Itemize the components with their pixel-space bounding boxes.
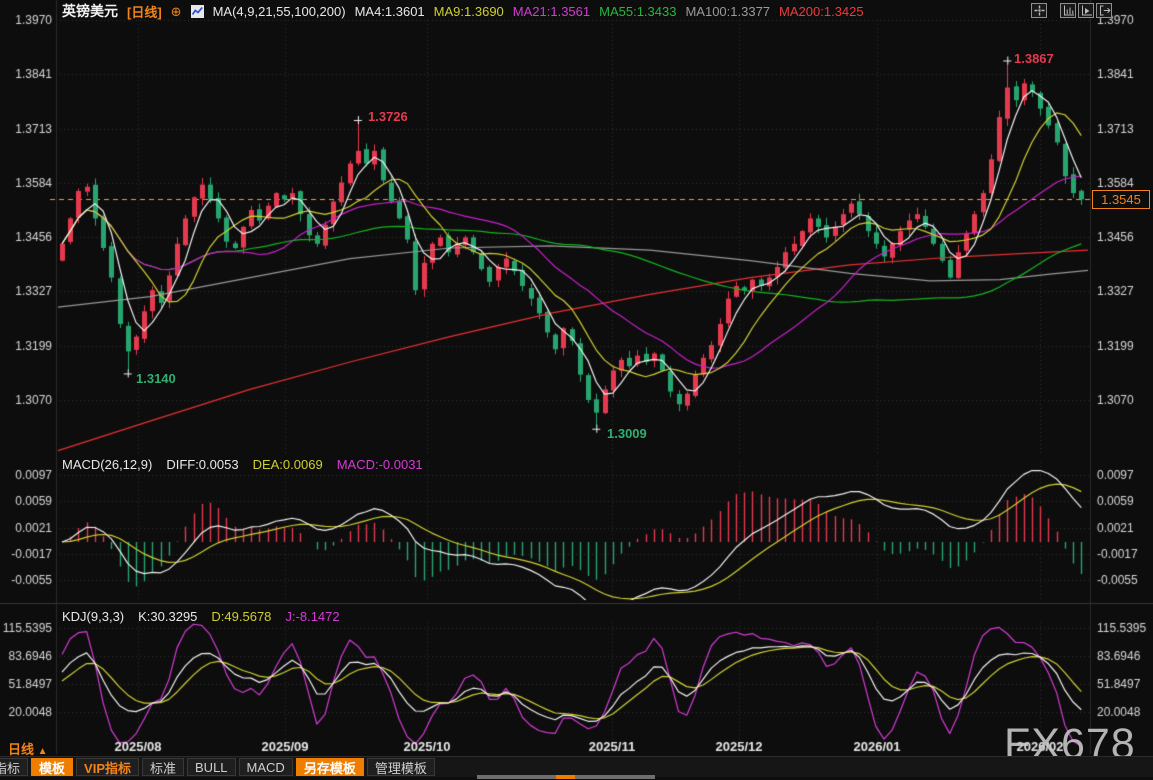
ma-group-label: MA(4,9,21,55,100,200) <box>212 3 346 19</box>
tab-manage-template[interactable]: 管理模板 <box>366 758 435 776</box>
kdj-header: KDJ(9,3,3) K:30.3295 D:49.5678 J:-8.1472 <box>62 609 340 624</box>
triangle-up-icon: ▲ <box>37 746 48 757</box>
scrollbar-notch <box>556 775 575 779</box>
low-price-annotation: 1.3009 <box>607 426 647 441</box>
tab-vip-indicator[interactable]: VIP指标 <box>76 758 139 776</box>
tab-template[interactable]: 模板 <box>31 758 74 776</box>
bottom-toolbar: 指标 模板 VIP指标 标准 BULL MACD 另存模板 管理模板 <box>0 756 1153 777</box>
period-label[interactable]: [日线] <box>127 4 162 20</box>
ma100-value: MA100:1.3377 <box>685 3 771 19</box>
current-price-tag: 1.3545 <box>1092 190 1150 209</box>
high-price-annotation: 1.3726 <box>368 109 408 124</box>
ma4-value: MA4:1.3601 <box>354 3 425 19</box>
axis-play-icon[interactable] <box>1078 3 1094 18</box>
macd-diff-value: DIFF:0.0053 <box>166 457 239 472</box>
chart-toolbar-icons <box>1031 3 1112 18</box>
macd-dea-value: DEA:0.0069 <box>252 457 323 472</box>
high-price-annotation: 1.3867 <box>1014 51 1054 66</box>
symbol-name: 英镑美元 <box>62 3 118 19</box>
macd-header: MACD(26,12,9) DIFF:0.0053 DEA:0.0069 MAC… <box>62 457 423 472</box>
plus-circle-icon[interactable]: ⊕ <box>170 3 182 19</box>
low-price-annotation: 1.3140 <box>136 371 176 386</box>
line-chart-icon[interactable] <box>190 4 204 18</box>
tab-save-template[interactable]: 另存模板 <box>295 758 364 776</box>
period-selector-label: 日线 <box>8 742 35 757</box>
ma9-value: MA9:1.3690 <box>433 3 504 19</box>
ma21-value: MA21:1.3561 <box>512 3 591 19</box>
period-selector[interactable]: 日线 ▲ <box>8 739 48 758</box>
ma55-value: MA55:1.3433 <box>599 3 677 19</box>
kdj-d-value: D:49.5678 <box>211 609 272 624</box>
tab-standard[interactable]: 标准 <box>142 758 185 776</box>
exit-chart-icon[interactable] <box>1096 3 1112 18</box>
kdj-k-value: K:30.3295 <box>138 609 198 624</box>
ma200-value: MA200:1.3425 <box>779 3 864 19</box>
horizontal-scrollbar-thumb[interactable] <box>477 775 655 779</box>
macd-hist-value: MACD:-0.0031 <box>336 457 423 472</box>
tab-macd[interactable]: MACD <box>238 758 293 776</box>
axis-scale-icon[interactable] <box>1060 3 1076 18</box>
chart-header: 英镑美元 [日线] ⊕ MA(4,9,21,55,100,200) MA4:1.… <box>62 2 864 20</box>
tab-bull[interactable]: BULL <box>187 758 236 776</box>
tab-indicator[interactable]: 指标 <box>0 758 29 776</box>
macd-title[interactable]: MACD(26,12,9) <box>62 457 153 472</box>
move-icon[interactable] <box>1031 3 1047 18</box>
kdj-j-value: J:-8.1472 <box>285 609 340 624</box>
kdj-title[interactable]: KDJ(9,3,3) <box>62 609 125 624</box>
